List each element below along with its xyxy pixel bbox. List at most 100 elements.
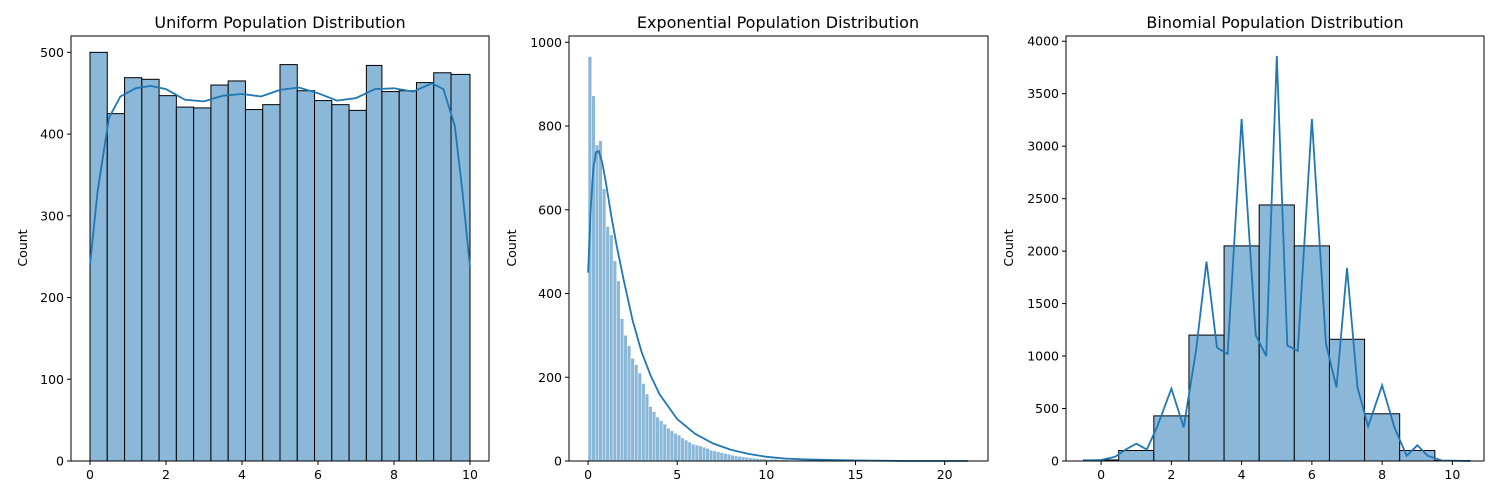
histogram-bar — [705, 448, 710, 462]
y-tick-label: 400 — [40, 127, 64, 142]
uniform-histogram-panel: Uniform Population Distribution Count 0 2… — [15, 13, 490, 482]
x-tick-label: 10 — [1444, 467, 1460, 482]
x-tick-label: 2 — [1167, 467, 1175, 482]
histogram-bar — [684, 439, 689, 462]
histogram-bar — [591, 95, 596, 462]
histogram-bar — [1328, 338, 1366, 462]
binomial-histogram-panel: Binomial Population Distribution Count 0… — [1001, 13, 1485, 482]
histogram-bar — [652, 411, 657, 462]
histogram-bar — [666, 428, 671, 462]
histogram-bar — [609, 234, 614, 462]
histogram-bar — [701, 446, 706, 462]
histogram-bar — [415, 82, 435, 462]
histogram-bar — [1223, 245, 1260, 462]
histogram-bar — [694, 444, 699, 462]
y-tick-label: 2500 — [1027, 191, 1059, 206]
x-tick-label: 0 — [584, 467, 592, 482]
histogram-bar — [598, 140, 603, 462]
x-tick-label: 6 — [1308, 467, 1316, 482]
y-axis-label: Count — [15, 229, 30, 266]
histogram-bar — [193, 107, 212, 462]
histogram-bar — [698, 445, 703, 462]
x-tick-label: 8 — [1378, 467, 1386, 482]
histogram-bar — [716, 451, 721, 462]
histogram-bar — [748, 457, 753, 462]
y-tick-label: 300 — [40, 208, 64, 223]
y-tick-label: 2000 — [1027, 244, 1059, 259]
histogram-bar — [602, 188, 607, 462]
y-tick-label: 0 — [56, 454, 64, 469]
kde-line — [89, 82, 471, 268]
x-tick-label: 10 — [758, 467, 774, 482]
histogram-bar — [89, 51, 108, 462]
histogram-bar — [659, 420, 664, 462]
y-tick-label: 500 — [1035, 401, 1059, 416]
histogram-bar — [1258, 204, 1295, 462]
histogram-bar — [262, 104, 281, 462]
histogram-bar — [296, 90, 316, 462]
kde-line — [587, 149, 968, 462]
histogram-bar — [175, 106, 195, 462]
histogram-bar — [730, 454, 735, 462]
histogram-bar — [612, 260, 617, 462]
histogram-bar — [595, 144, 599, 462]
axes-frame — [1065, 35, 1485, 462]
y-tick-label: 1000 — [530, 35, 562, 50]
histogram-bar — [210, 84, 229, 462]
kde-line — [1083, 55, 1470, 462]
y-tick-label: 200 — [40, 290, 64, 305]
histogram-bar — [1118, 450, 1155, 462]
histogram-bar — [433, 72, 452, 462]
histogram-bar — [244, 109, 264, 462]
x-tick-label: 4 — [238, 467, 246, 482]
x-tick-label: 20 — [937, 467, 953, 482]
histogram-bar — [719, 452, 724, 462]
histogram-bar — [648, 406, 653, 462]
histogram-bar — [734, 455, 739, 462]
y-tick-label: 1000 — [1027, 349, 1059, 364]
histogram-bar — [348, 109, 367, 462]
histogram-bar — [680, 437, 685, 462]
x-tick-label: 6 — [314, 467, 322, 482]
y-tick-label: 0 — [554, 454, 562, 469]
histogram-bar — [709, 449, 714, 462]
chart-title: Uniform Population Distribution — [154, 13, 405, 32]
y-tick-label: 0 — [1051, 454, 1059, 469]
histogram-bar — [605, 226, 610, 462]
x-tick-label: 0 — [1097, 467, 1105, 482]
y-tick-label: 600 — [538, 202, 562, 217]
histogram-bar — [365, 64, 383, 462]
histogram-bar — [381, 91, 400, 462]
histogram-bar — [712, 450, 717, 462]
histogram-bar — [279, 64, 298, 462]
axes-frame — [568, 35, 989, 462]
histogram-bar — [106, 113, 126, 462]
histogram-bar — [627, 345, 632, 462]
histogram-bar — [616, 280, 621, 462]
histogram-bar — [227, 80, 246, 462]
x-tick-label: 15 — [848, 467, 864, 482]
x-tick-label: 8 — [390, 467, 398, 482]
histogram-bar — [158, 95, 177, 462]
y-tick-label: 100 — [40, 372, 64, 387]
y-tick-label: 1500 — [1027, 296, 1059, 311]
histogram-bar — [398, 90, 417, 462]
histogram-bar — [634, 364, 639, 462]
histogram-bar — [691, 444, 696, 462]
chart-title: Exponential Population Distribution — [637, 13, 919, 32]
histogram-bar — [641, 383, 646, 462]
y-tick-label: 200 — [538, 370, 562, 385]
histogram-bar — [1293, 245, 1330, 462]
histogram-bar — [619, 318, 624, 462]
histogram-bar — [741, 456, 746, 462]
y-axis-label: Count — [1001, 229, 1016, 266]
histogram-bar — [669, 430, 674, 462]
y-tick-label: 800 — [538, 119, 562, 134]
y-tick-label: 500 — [40, 45, 64, 60]
histogram-bar — [331, 104, 350, 462]
histogram-bar — [124, 77, 143, 462]
y-tick-label: 4000 — [1027, 34, 1059, 49]
exponential-histogram-panel: Exponential Population Distribution Coun… — [504, 13, 989, 482]
histogram-bar — [744, 457, 749, 462]
